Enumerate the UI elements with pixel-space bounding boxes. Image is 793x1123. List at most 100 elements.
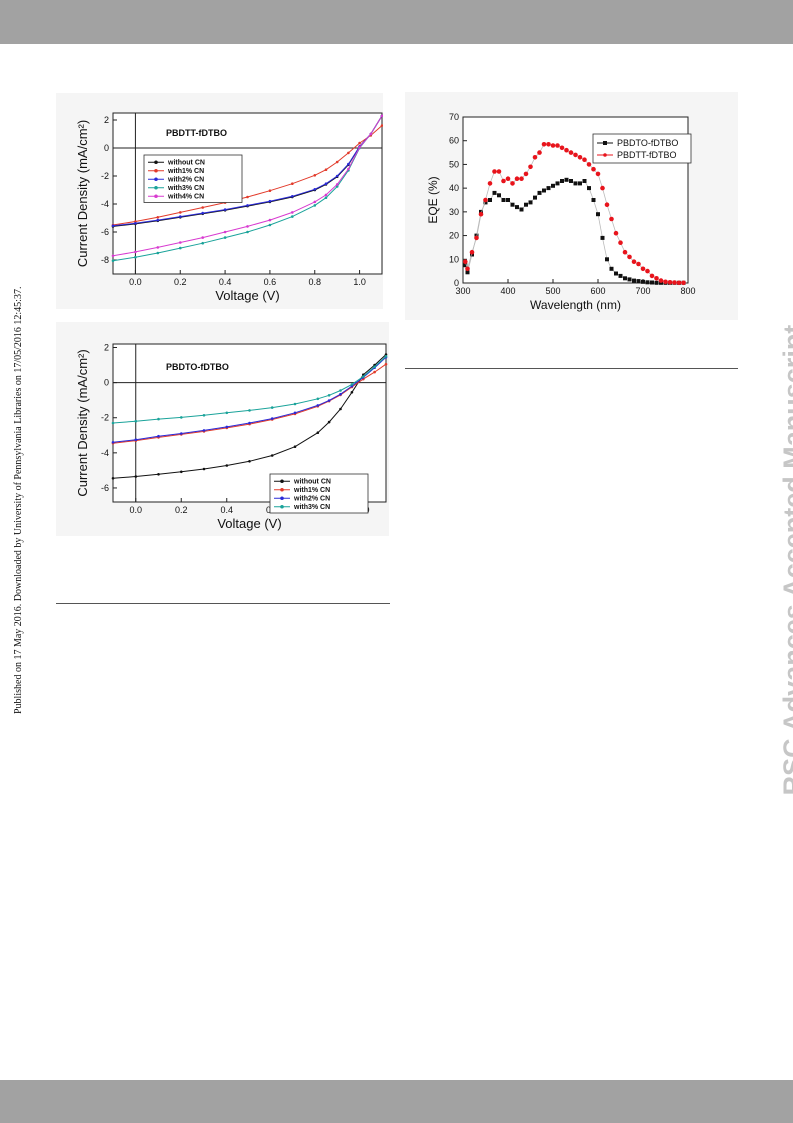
data-point <box>268 189 272 192</box>
data-point <box>614 271 618 276</box>
data-point <box>663 279 668 285</box>
legend-label: with2% CN <box>167 177 204 184</box>
data-point <box>313 204 317 207</box>
data-point <box>463 259 468 264</box>
data-point <box>246 225 249 228</box>
accepted-manuscript-watermark: RSC Advances Accepted Manuscript <box>778 324 793 796</box>
data-point <box>586 162 592 167</box>
x-tick-label: 0.4 <box>220 505 233 515</box>
data-point <box>654 280 659 285</box>
data-point <box>111 421 115 425</box>
data-point <box>293 445 297 448</box>
y-tick-label: 2 <box>104 115 109 125</box>
legend-marker <box>603 153 607 157</box>
data-point <box>488 198 492 202</box>
data-point <box>463 263 468 268</box>
y-tick-label: 10 <box>449 254 459 264</box>
chart-title: PBDTT-fDTBO <box>166 128 227 138</box>
data-point <box>573 181 578 186</box>
data-point <box>483 197 488 203</box>
data-point <box>202 467 206 471</box>
data-point <box>577 155 583 160</box>
data-point <box>514 176 520 181</box>
data-point <box>347 167 350 171</box>
legend-marker <box>154 177 158 182</box>
data-point <box>134 475 138 478</box>
x-tick-label: 0.2 <box>174 277 187 287</box>
data-point <box>179 215 182 218</box>
data-point <box>225 464 229 467</box>
data-point <box>497 193 501 198</box>
header-band <box>0 0 793 44</box>
legend-marker <box>280 496 284 501</box>
data-point <box>248 421 251 425</box>
data-point <box>339 407 342 411</box>
data-point <box>487 181 493 186</box>
data-point <box>582 157 587 162</box>
data-point <box>578 181 582 186</box>
data-point <box>111 259 115 262</box>
legend-marker <box>154 160 158 165</box>
data-point <box>501 198 506 202</box>
data-point <box>519 207 524 212</box>
data-point <box>248 460 251 463</box>
eqe-chart: 300 400 500 600 700 800 0 10 20 30 40 50 60 70 Wavelen… <box>426 112 696 312</box>
legend-label: with3% CN <box>293 504 330 511</box>
data-point <box>179 246 182 250</box>
data-point <box>591 198 596 202</box>
data-point <box>654 276 659 281</box>
data-point <box>600 185 605 191</box>
data-point <box>474 235 479 241</box>
data-point <box>582 179 587 183</box>
y-tick-label: 20 <box>449 231 459 241</box>
y-tick-label: -6 <box>101 483 109 493</box>
x-tick-label: 0.4 <box>219 277 232 287</box>
data-point <box>528 164 533 170</box>
data-point <box>134 438 138 441</box>
x-axis-label: Voltage (V) <box>215 288 279 303</box>
series-line <box>112 355 387 424</box>
data-point <box>568 150 574 155</box>
data-point <box>291 195 294 198</box>
data-point <box>223 230 227 234</box>
data-point <box>316 404 320 407</box>
data-point <box>384 362 388 366</box>
data-point <box>528 200 533 205</box>
x-axis-label: Wavelength (nm) <box>530 298 621 312</box>
data-point <box>546 186 551 191</box>
legend-marker <box>603 141 607 145</box>
jv-pbdtt-chart: 0.0 0.2 0.4 0.6 0.8 1.0 2 0 -2 -4 -6 -8 Voltage (V) C… <box>75 112 383 303</box>
y-tick-label: 70 <box>449 112 459 122</box>
x-tick-label: 500 <box>545 286 560 296</box>
data-point <box>270 417 274 420</box>
data-point <box>324 193 328 197</box>
data-point <box>496 169 502 174</box>
data-point <box>225 411 229 415</box>
legend-label: with1% CN <box>167 168 204 175</box>
data-point <box>291 215 294 218</box>
x-tick-label: 1.0 <box>353 277 366 287</box>
caption-rule-left <box>56 603 390 604</box>
series-line <box>112 115 383 227</box>
data-point <box>324 182 328 185</box>
data-point <box>681 280 686 286</box>
data-point <box>595 171 601 177</box>
y-tick-label: 0 <box>454 278 459 288</box>
legend-label: with3% CN <box>167 185 204 192</box>
data-point <box>559 145 565 151</box>
legend-label: without CN <box>167 160 205 167</box>
data-point <box>550 143 556 148</box>
data-point <box>201 206 204 209</box>
data-point <box>632 278 636 283</box>
data-point <box>537 150 542 155</box>
y-tick-label: -6 <box>101 227 109 237</box>
data-point <box>380 124 383 127</box>
data-point <box>111 477 115 480</box>
y-tick-label: 2 <box>104 343 109 353</box>
y-tick-label: -4 <box>101 199 109 209</box>
y-tick-label: 0 <box>104 143 109 153</box>
data-point <box>202 429 206 432</box>
legend-label: PBDTT-fDTBO <box>617 150 677 160</box>
data-point <box>339 392 342 396</box>
